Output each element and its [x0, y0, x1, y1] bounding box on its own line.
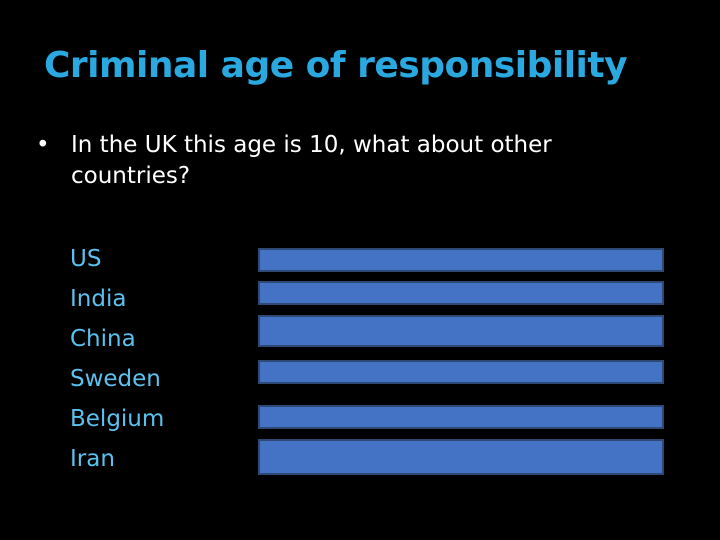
country-us: US — [70, 246, 102, 272]
answer-box-belgium — [258, 405, 664, 429]
answer-box-china — [258, 315, 664, 347]
answer-box-us — [258, 248, 664, 272]
slide-title: Criminal age of responsibility — [44, 45, 628, 86]
answer-box-sweden — [258, 360, 664, 384]
answer-box-iran — [258, 439, 664, 475]
bullet-point: • In the UK this age is 10, what about o… — [36, 130, 656, 192]
bullet-marker: • — [36, 132, 50, 158]
answer-box-india — [258, 281, 664, 305]
country-belgium: Belgium — [70, 406, 165, 432]
country-india: India — [70, 286, 127, 312]
country-sweden: Sweden — [70, 366, 161, 392]
bullet-text: In the UK this age is 10, what about oth… — [71, 132, 552, 189]
country-iran: Iran — [70, 446, 115, 472]
country-china: China — [70, 326, 136, 352]
country-list: US India China Sweden Belgium Iran — [70, 239, 164, 479]
